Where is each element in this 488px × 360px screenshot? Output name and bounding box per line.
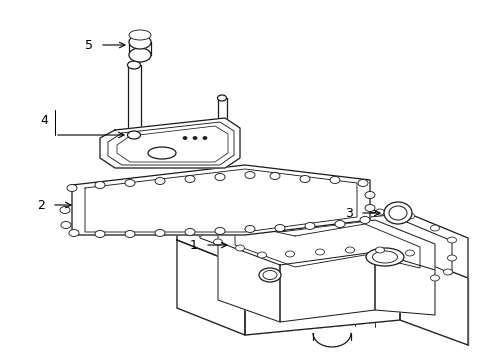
Polygon shape: [280, 252, 374, 322]
Ellipse shape: [95, 230, 105, 238]
Ellipse shape: [257, 252, 266, 258]
Ellipse shape: [244, 171, 254, 179]
Text: 4: 4: [40, 113, 48, 126]
Ellipse shape: [285, 251, 294, 257]
Ellipse shape: [315, 211, 324, 217]
Ellipse shape: [203, 136, 206, 140]
Polygon shape: [177, 200, 244, 267]
Ellipse shape: [127, 61, 140, 69]
Ellipse shape: [263, 270, 276, 279]
Ellipse shape: [215, 228, 224, 234]
Polygon shape: [218, 218, 434, 270]
Ellipse shape: [388, 206, 406, 220]
Polygon shape: [177, 200, 467, 278]
Ellipse shape: [184, 176, 195, 183]
Ellipse shape: [193, 136, 197, 140]
Ellipse shape: [357, 180, 367, 186]
Ellipse shape: [210, 204, 219, 210]
Ellipse shape: [429, 225, 439, 231]
Ellipse shape: [345, 247, 354, 253]
Ellipse shape: [329, 176, 339, 184]
Ellipse shape: [334, 220, 345, 228]
Polygon shape: [235, 223, 419, 268]
Ellipse shape: [375, 247, 384, 253]
Ellipse shape: [299, 176, 309, 183]
Ellipse shape: [235, 245, 244, 251]
Ellipse shape: [443, 269, 451, 275]
Ellipse shape: [259, 268, 281, 282]
Ellipse shape: [61, 221, 71, 229]
Ellipse shape: [447, 237, 456, 243]
Ellipse shape: [244, 225, 254, 233]
Ellipse shape: [195, 215, 204, 221]
Polygon shape: [399, 252, 467, 345]
Ellipse shape: [345, 210, 354, 216]
Polygon shape: [200, 205, 451, 274]
Ellipse shape: [129, 35, 151, 49]
Ellipse shape: [67, 185, 77, 192]
Ellipse shape: [315, 249, 324, 255]
Ellipse shape: [95, 181, 105, 189]
Ellipse shape: [125, 230, 135, 238]
Ellipse shape: [60, 207, 70, 213]
Ellipse shape: [155, 177, 164, 185]
Ellipse shape: [364, 204, 374, 212]
Text: 3: 3: [345, 207, 352, 220]
Ellipse shape: [359, 216, 369, 224]
Text: 1: 1: [190, 239, 198, 252]
Ellipse shape: [155, 230, 164, 237]
Ellipse shape: [148, 147, 176, 159]
Polygon shape: [72, 165, 369, 235]
Ellipse shape: [257, 217, 266, 223]
Ellipse shape: [183, 136, 186, 140]
Polygon shape: [100, 118, 240, 168]
Polygon shape: [244, 252, 399, 335]
Ellipse shape: [305, 222, 314, 230]
Ellipse shape: [429, 275, 439, 281]
Ellipse shape: [125, 180, 135, 186]
Ellipse shape: [365, 248, 403, 266]
Ellipse shape: [405, 213, 414, 219]
Ellipse shape: [184, 229, 195, 235]
Ellipse shape: [375, 209, 384, 215]
Ellipse shape: [215, 174, 224, 180]
Ellipse shape: [69, 230, 79, 237]
Polygon shape: [218, 242, 280, 322]
Ellipse shape: [447, 255, 456, 261]
Ellipse shape: [364, 192, 374, 198]
Ellipse shape: [372, 251, 397, 263]
Ellipse shape: [405, 250, 414, 256]
Ellipse shape: [129, 48, 151, 62]
Ellipse shape: [383, 202, 411, 224]
Text: 5: 5: [85, 39, 93, 51]
Ellipse shape: [213, 239, 222, 245]
Ellipse shape: [195, 230, 204, 236]
Ellipse shape: [285, 213, 294, 219]
Ellipse shape: [274, 225, 285, 231]
Ellipse shape: [129, 30, 151, 40]
Text: 2: 2: [37, 198, 45, 212]
Ellipse shape: [235, 204, 244, 210]
Ellipse shape: [127, 131, 140, 139]
Polygon shape: [374, 252, 434, 315]
Polygon shape: [177, 240, 244, 335]
Ellipse shape: [217, 95, 226, 101]
Ellipse shape: [269, 172, 280, 180]
